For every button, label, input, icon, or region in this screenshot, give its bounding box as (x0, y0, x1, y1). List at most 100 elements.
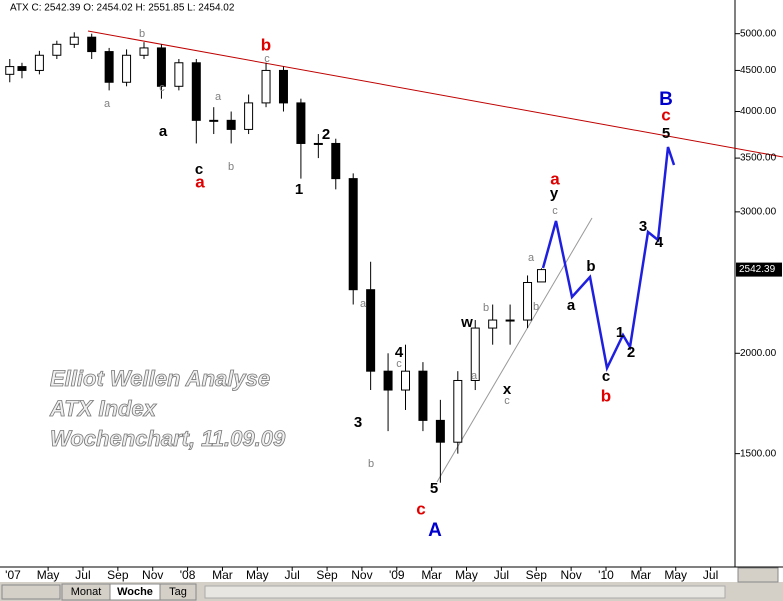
candle-body (488, 319, 498, 329)
watermark-line: ATX Index (49, 396, 157, 421)
y-tick-label: 4500.00 (740, 65, 777, 76)
candle-body (366, 289, 376, 372)
x-tick-label: '07 (5, 568, 21, 582)
tabs: Monat Woche Tag (1, 567, 779, 601)
x-tick-label: Sep (107, 568, 129, 582)
x-tick-label: May (455, 568, 478, 582)
wave-label: a (195, 172, 205, 191)
wave-label: c (159, 82, 165, 94)
x-tick-label: Nov (142, 568, 163, 582)
candle-body (261, 69, 271, 104)
candle-body (52, 43, 62, 56)
zoom-buttons[interactable] (737, 567, 779, 583)
x-tick-label: Nov (351, 568, 372, 582)
scrollbar[interactable] (204, 585, 726, 599)
wave-label: a (360, 298, 367, 310)
tab-label[interactable]: Woche (117, 586, 153, 598)
y-tick-label: 3000.00 (740, 207, 777, 218)
wave-label: c (602, 368, 610, 385)
wave-label: a (471, 370, 478, 382)
x-tick-label: May (664, 568, 687, 582)
header: ATX C: 2542.39 O: 2454.02 H: 2551.85 L: … (10, 3, 235, 14)
wave-label: 1 (295, 181, 303, 198)
wave-label: c (264, 53, 270, 65)
x-tick-label: Jul (75, 568, 90, 582)
candle-body (348, 178, 358, 291)
watermark: Elliot Wellen Analyse ATX Index Wochenchar… (49, 365, 287, 451)
wave-label: 1 (616, 324, 624, 341)
channel-line (436, 217, 593, 483)
candle-body (5, 66, 15, 75)
x-tick-label: May (37, 568, 60, 582)
candle-body (453, 379, 463, 443)
candle-body (209, 119, 219, 122)
y-tick-label: 5000.00 (740, 28, 777, 39)
trend-line (87, 30, 783, 158)
candle-body (470, 327, 480, 381)
last-price-label: 2542.39 (739, 264, 776, 275)
wave-label: b (368, 458, 374, 470)
wave-label: c (661, 105, 670, 124)
x-tick-label: '10 (598, 568, 614, 582)
wave-label: c (552, 205, 558, 217)
wave-label: b (139, 28, 145, 40)
tab-label[interactable]: Tag (169, 586, 187, 598)
x-tick-label: '09 (389, 568, 405, 582)
candle-body (523, 282, 533, 321)
wave-label: 5 (662, 125, 670, 142)
x-tick-label: Nov (560, 568, 581, 582)
candle-body (34, 54, 44, 71)
candle-body (435, 419, 445, 443)
x-tick-label: May (246, 568, 269, 582)
y-tick-label: 4000.00 (740, 106, 777, 117)
wave-label: A (428, 520, 442, 541)
candle-body (401, 370, 411, 391)
wave-label: c (504, 395, 510, 407)
candle-body (122, 54, 132, 83)
candle-body (156, 47, 166, 87)
candle-body (296, 102, 306, 144)
candle-body (418, 370, 428, 421)
nav-buttons[interactable] (1, 584, 61, 600)
candle-body (244, 102, 254, 130)
wave-label: y (550, 185, 559, 202)
wave-label: x (503, 381, 512, 398)
wave-label: b (533, 301, 539, 313)
candle-body (139, 47, 149, 56)
wave-label: b (483, 302, 489, 314)
wave-label: b (601, 386, 611, 405)
wave-label: 2 (627, 344, 635, 361)
wave-label: b (586, 258, 595, 275)
forecast-path (541, 146, 676, 372)
wave-label: 4 (395, 344, 404, 361)
candle-body (278, 69, 288, 104)
y-tick-label: 3500.00 (740, 153, 777, 164)
candle-body (191, 62, 201, 121)
wave-label: 4 (655, 234, 664, 251)
wave-label: a (159, 123, 168, 140)
wave-label: a (550, 169, 560, 188)
wave-label: a (215, 91, 222, 103)
wave-label: 5 (430, 480, 438, 497)
x-tick-label: Jul (494, 568, 509, 582)
wave-label: 2 (322, 126, 330, 143)
wave-label: 3 (354, 414, 362, 431)
plot: 5000.00 4500.00 4000.00 3500.00 3000.00 2000.… (5, 28, 782, 582)
wave-label: 3 (639, 218, 647, 235)
x-tick-label: Mar (212, 568, 233, 582)
watermark-line: Wochenchart, 11.09.09 (50, 426, 286, 451)
wave-label: b (261, 35, 271, 54)
watermark-line: Elliot Wellen Analyse (50, 366, 270, 391)
x-tick-label: Sep (316, 568, 338, 582)
wave-label: B (659, 89, 673, 110)
y-tick-label: 1500.00 (740, 448, 777, 459)
wave-label: a (104, 98, 111, 110)
last-price-box (736, 262, 782, 277)
tab[interactable] (159, 583, 197, 601)
x-tick-label: Sep (526, 568, 548, 582)
x-tick-label: Mar (421, 568, 442, 582)
candle-body (87, 36, 97, 53)
candle-body (174, 62, 184, 87)
tab-label[interactable]: Monat (71, 586, 102, 598)
